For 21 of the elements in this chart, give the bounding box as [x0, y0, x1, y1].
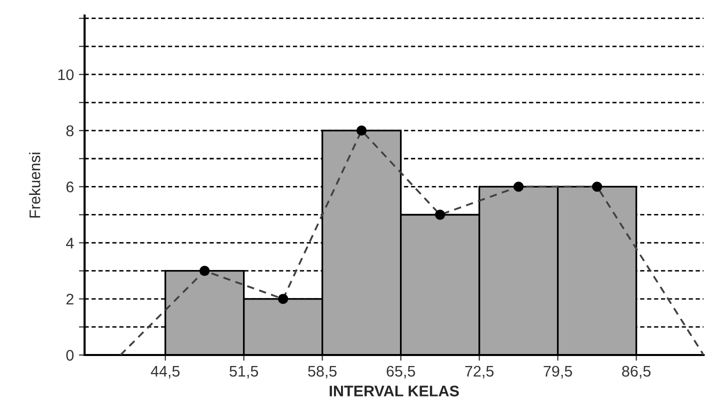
- y-tick-label: 0: [66, 350, 74, 361]
- point: [434, 210, 446, 220]
- x-tick-label: 72,5: [465, 366, 494, 378]
- x-axis-title: INTERVAL KELAS: [330, 386, 459, 396]
- y-tick-label: 10: [58, 69, 74, 80]
- x-tick-label: 58,5: [308, 366, 337, 378]
- point: [592, 182, 602, 192]
- point: [513, 182, 524, 192]
- x-tick-label: 65,5: [386, 366, 416, 378]
- point: [356, 125, 367, 136]
- x-tick-label: 79,5: [544, 366, 572, 378]
- y-tick-label: 4: [66, 238, 74, 248]
- y-tick-label: 2: [66, 294, 74, 304]
- x-tick-label: 51,5: [230, 366, 258, 378]
- point: [200, 266, 210, 276]
- y-axis-title: Frekuensi: [29, 152, 40, 218]
- y-tick-label: 6: [66, 182, 74, 192]
- x-tick-label: 86,5: [622, 366, 651, 378]
- point: [278, 294, 288, 304]
- x-tick-label: 44,5: [150, 366, 180, 378]
- y-tick-label: 8: [66, 125, 74, 136]
